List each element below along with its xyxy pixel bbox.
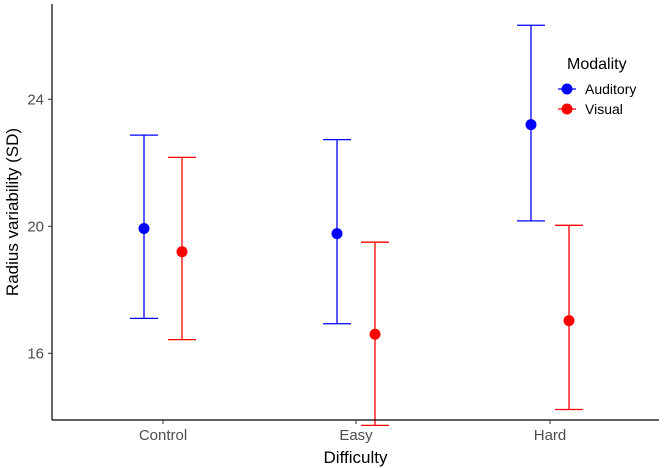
x-ticks: Control Easy Hard	[139, 420, 566, 444]
legend: Modality Auditory Visual	[558, 56, 636, 117]
legend-label: Auditory	[585, 81, 636, 97]
legend-key-point	[561, 103, 573, 115]
y-tick-label: 24	[27, 91, 44, 108]
legend-key-point	[561, 83, 573, 95]
data-point	[331, 228, 343, 240]
data-point	[525, 119, 537, 131]
y-tick-label: 20	[27, 218, 44, 235]
data-point	[138, 223, 150, 235]
x-tick-label: Easy	[339, 427, 373, 444]
data-point	[176, 246, 188, 258]
y-tick-label: 16	[27, 345, 44, 362]
x-tick-label: Control	[139, 427, 187, 444]
legend-title: Modality	[567, 56, 627, 73]
x-axis-title: Difficulty	[324, 448, 388, 467]
data-point	[563, 315, 575, 327]
data-points	[138, 119, 575, 340]
data-point	[369, 328, 381, 340]
x-tick-label: Hard	[534, 427, 567, 444]
legend-label: Visual	[585, 101, 623, 117]
y-axis-title: Radius variability (SD)	[3, 128, 22, 296]
y-ticks: 16 20 24	[27, 91, 52, 362]
error-bars	[130, 24, 583, 427]
